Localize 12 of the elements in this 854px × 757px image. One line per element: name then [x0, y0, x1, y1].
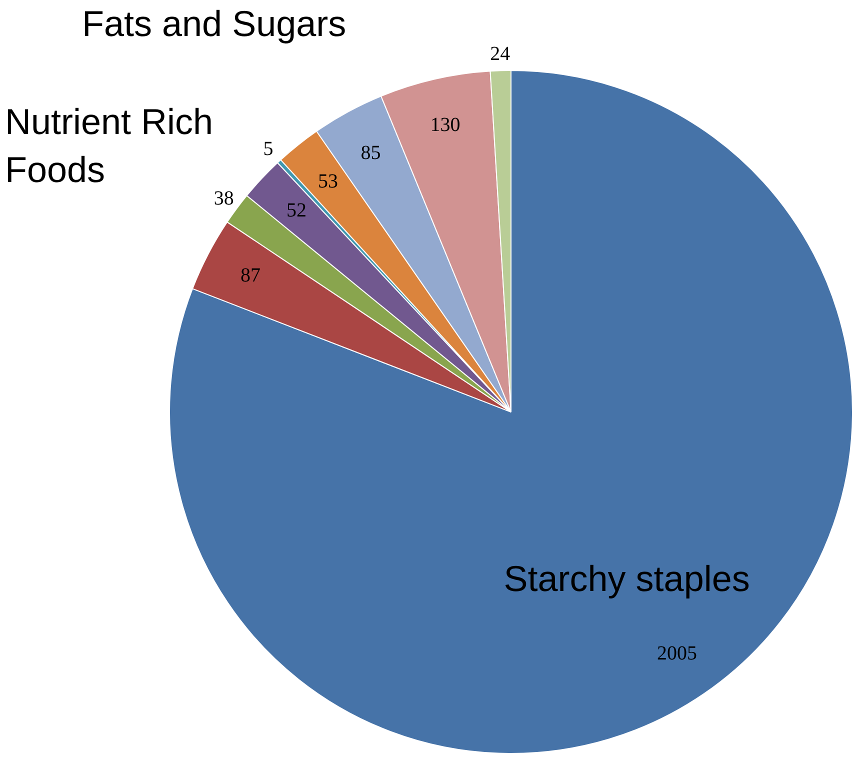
data-label: 87: [240, 264, 260, 287]
data-label: 53: [318, 170, 338, 193]
data-label: 38: [214, 187, 234, 210]
data-label: 2005: [656, 642, 697, 665]
data-label: 130: [430, 114, 460, 136]
slice-label: Starchy staples: [504, 558, 750, 599]
data-label: 5: [263, 138, 274, 160]
data-label: 24: [490, 42, 510, 65]
text: Fats and Sugars: [82, 2, 348, 46]
data-label: 52: [286, 200, 307, 222]
text: Nutrient Rich Foods: [5, 101, 214, 190]
data-label: 85: [360, 142, 381, 164]
